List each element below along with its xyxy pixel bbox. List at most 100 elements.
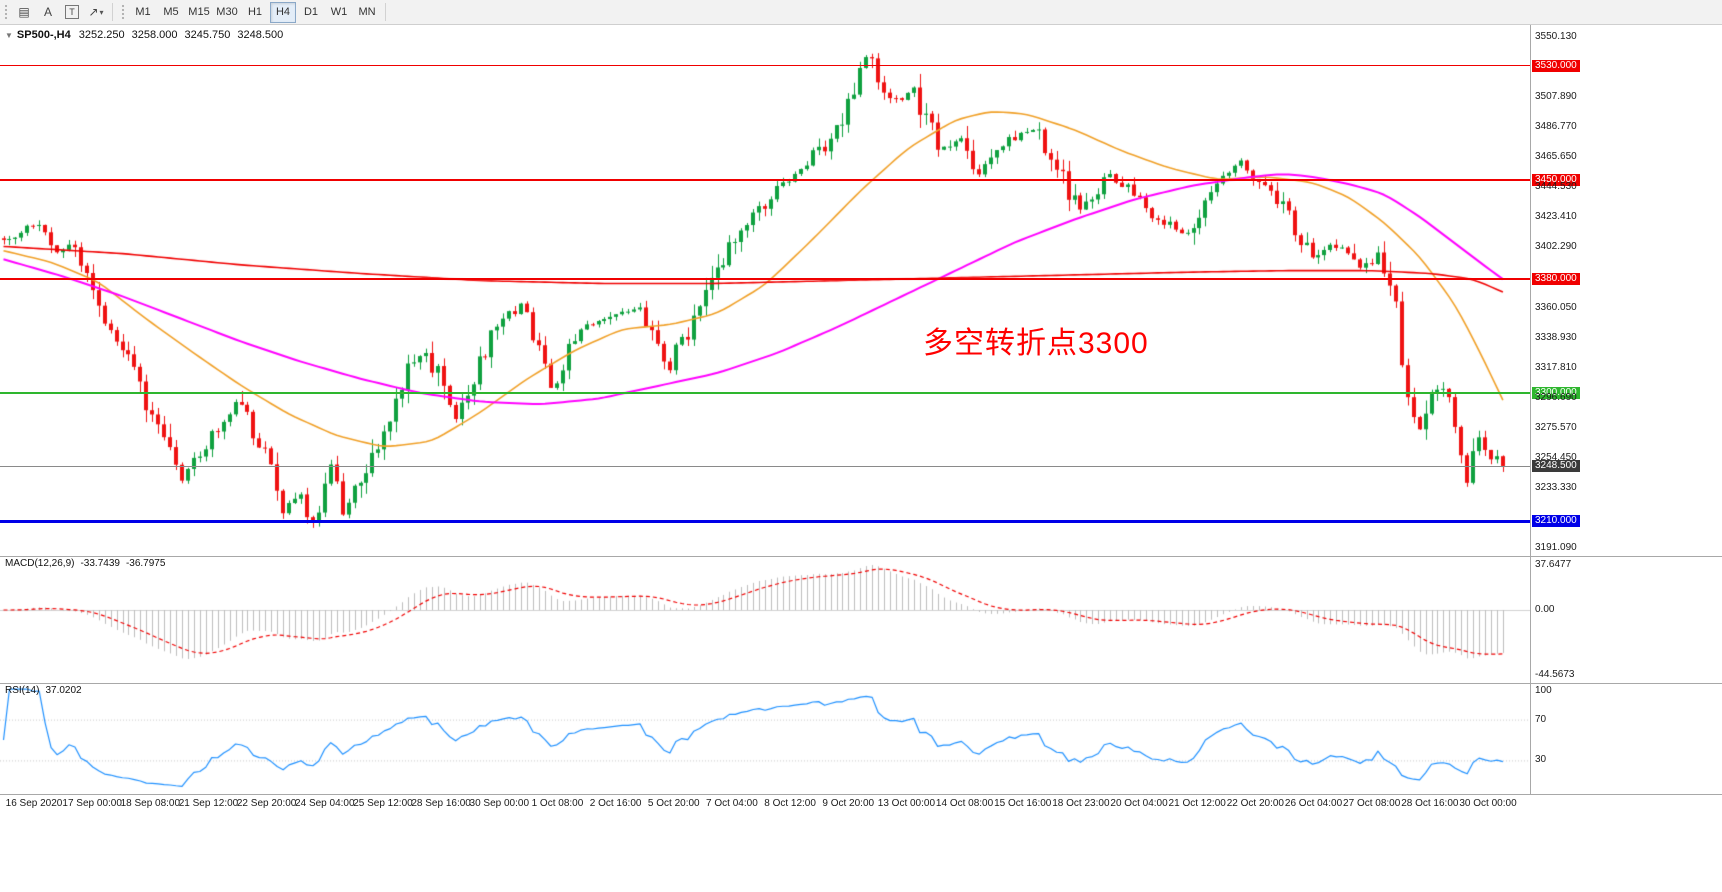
toolbar-separator bbox=[385, 3, 386, 21]
price-axis-label: 3233.330 bbox=[1535, 481, 1577, 493]
text-tool-icon: A bbox=[43, 5, 52, 19]
macd-panel-splitter[interactable] bbox=[0, 556, 1722, 557]
price-level-label: 3248.500 bbox=[1532, 460, 1580, 473]
date-axis-label: 22 Sep 20:00 bbox=[236, 798, 297, 809]
timeframe-button-h1[interactable]: H1 bbox=[247, 6, 263, 18]
price-level-label: 3210.000 bbox=[1532, 515, 1580, 528]
rsi-panel-splitter[interactable] bbox=[0, 683, 1722, 684]
timeframe-button-m30[interactable]: M30 bbox=[216, 6, 238, 18]
price-axis-label: 3402.290 bbox=[1535, 241, 1577, 253]
ohlc-open: 3252.250 bbox=[78, 29, 125, 41]
price-axis-label: 3465.650 bbox=[1535, 151, 1577, 163]
timeframe-button-m5[interactable]: M5 bbox=[163, 6, 179, 18]
horizontal-level-line[interactable] bbox=[0, 392, 1530, 395]
price-level-label: 3530.000 bbox=[1532, 59, 1580, 72]
horizontal-level-line[interactable] bbox=[0, 519, 1530, 523]
price-axis-label: 3550.130 bbox=[1535, 31, 1577, 43]
horizontal-level-line[interactable] bbox=[0, 278, 1530, 281]
arrows-tool-icon: ↗ bbox=[88, 5, 99, 19]
price-level-label: 3450.000 bbox=[1532, 173, 1580, 186]
price-level-label: 3300.000 bbox=[1532, 387, 1580, 400]
date-axis-label: 15 Oct 16:00 bbox=[994, 798, 1052, 809]
price-axis-label: 3254.450 bbox=[1535, 451, 1577, 463]
toolbar-grip[interactable] bbox=[4, 4, 8, 20]
horizontal-level-line[interactable] bbox=[0, 65, 1530, 67]
price-axis-label: 3507.890 bbox=[1535, 91, 1577, 103]
arrows-tool[interactable]: ↗ ▾ bbox=[85, 2, 107, 22]
date-axis-label: 18 Oct 23:00 bbox=[1052, 798, 1110, 809]
date-axis-label: 18 Sep 08:00 bbox=[120, 798, 181, 809]
date-axis-label: 26 Oct 04:00 bbox=[1284, 798, 1343, 809]
date-axis-label: 5 Oct 20:00 bbox=[647, 798, 700, 809]
price-level-label: 3380.000 bbox=[1532, 273, 1580, 286]
ohlc-low: 3245.750 bbox=[184, 29, 231, 41]
macd-name: MACD(12,26,9) bbox=[5, 558, 75, 569]
date-axis-label: 22 Oct 20:00 bbox=[1226, 798, 1284, 809]
rsi-name: RSI(14) bbox=[5, 685, 40, 696]
toolbar-separator bbox=[112, 3, 113, 21]
horizontal-level-line[interactable] bbox=[0, 178, 1530, 181]
chart-ohlc-header: ▼ SP500-,H4 3252.250 3258.000 3245.750 3248.5… bbox=[5, 29, 290, 41]
macd-panel-canvas[interactable] bbox=[0, 557, 1530, 683]
symbol-period-label: SP500-,H4 bbox=[16, 29, 71, 41]
annotation-text[interactable]: 多空转折点3300 bbox=[923, 327, 1149, 360]
macd-axis-label: -44.5673 bbox=[1535, 669, 1575, 680]
date-axis-label: 7 Oct 04:00 bbox=[706, 798, 758, 809]
rsi-axis-label: 30 bbox=[1535, 754, 1547, 766]
price-axis-label: 3360.050 bbox=[1535, 301, 1577, 313]
date-axis-label: 13 Oct 00:00 bbox=[877, 798, 936, 809]
date-axis-label: 14 Oct 08:00 bbox=[935, 798, 994, 809]
date-axis-label: 28 Sep 16:00 bbox=[411, 798, 471, 809]
date-axis-label: 20 Oct 04:00 bbox=[1110, 798, 1168, 809]
text-label-tool-icon: T bbox=[65, 5, 79, 19]
macd-indicator-label: MACD(12,26,9) -33.7439 -36.7975 bbox=[5, 558, 171, 569]
price-axis-label: 3275.570 bbox=[1535, 421, 1577, 433]
date-axis-label: 27 Oct 08:00 bbox=[1343, 798, 1401, 809]
macd-main-value: -33.7439 bbox=[80, 558, 120, 569]
chart-grid-tool[interactable]: ▤ bbox=[13, 2, 35, 22]
current-price-line bbox=[0, 466, 1530, 468]
price-axis-label: 3296.690 bbox=[1535, 391, 1577, 403]
dropdown-caret-icon: ▾ bbox=[99, 7, 104, 17]
date-axis-label: 21 Sep 12:00 bbox=[178, 798, 239, 809]
rsi-indicator-label: RSI(14) 37.0202 bbox=[5, 685, 88, 696]
one-click-collapse-icon[interactable]: ▼ bbox=[5, 31, 13, 40]
timeframe-button-d1[interactable]: D1 bbox=[303, 6, 319, 18]
rsi-panel-canvas[interactable] bbox=[0, 684, 1530, 794]
timeframe-button-m1[interactable]: M1 bbox=[135, 6, 151, 18]
price-axis-label: 3486.770 bbox=[1535, 121, 1577, 133]
price-axis-label: 3317.810 bbox=[1535, 361, 1577, 373]
timeframe-button-h4[interactable]: H4 bbox=[270, 1, 296, 23]
date-axis-label: 1 Oct 08:00 bbox=[531, 798, 584, 809]
price-axis-label: 3423.410 bbox=[1535, 211, 1577, 223]
text-label-tool[interactable]: T bbox=[61, 2, 83, 22]
timeframe-button-m15[interactable]: M15 bbox=[188, 6, 210, 18]
date-axis-separator bbox=[0, 794, 1722, 795]
macd-axis-label: 0.00 bbox=[1535, 604, 1555, 615]
text-tool[interactable]: A bbox=[37, 2, 59, 22]
date-axis-label: 9 Oct 20:00 bbox=[822, 798, 875, 809]
date-axis-label: 30 Sep 00:00 bbox=[469, 798, 530, 809]
rsi-axis-label: 70 bbox=[1535, 713, 1547, 725]
price-axis-separator[interactable] bbox=[1530, 24, 1531, 794]
timeframe-button-mn[interactable]: MN bbox=[358, 6, 376, 18]
date-axis-label: 28 Oct 16:00 bbox=[1401, 798, 1459, 809]
timeframes-group: M1 M5 M15 M30 H1 H4 D1 W1 MN bbox=[129, 1, 381, 23]
date-axis-label: 25 Sep 12:00 bbox=[353, 798, 413, 809]
rsi-axis-label: 100 bbox=[1535, 685, 1552, 696]
ohlc-high: 3258.000 bbox=[131, 29, 178, 41]
price-axis-label: 3444.530 bbox=[1535, 181, 1577, 193]
drawing-tools-group: ▤ A T ↗ ▾ bbox=[12, 2, 108, 22]
ohlc-close: 3248.500 bbox=[237, 29, 284, 41]
date-axis-label: 16 Sep 2020 bbox=[5, 798, 63, 809]
timeframe-button-w1[interactable]: W1 bbox=[330, 6, 348, 18]
date-axis-label: 8 Oct 12:00 bbox=[764, 798, 816, 809]
rsi-value: 37.0202 bbox=[45, 685, 82, 696]
price-chart-canvas[interactable] bbox=[0, 24, 1530, 556]
price-axis-label: 3338.930 bbox=[1535, 331, 1577, 343]
date-axis-label: 17 Sep 00:00 bbox=[62, 798, 122, 809]
toolbar-grip[interactable] bbox=[121, 4, 125, 20]
date-axis-label: 21 Oct 12:00 bbox=[1168, 798, 1226, 809]
